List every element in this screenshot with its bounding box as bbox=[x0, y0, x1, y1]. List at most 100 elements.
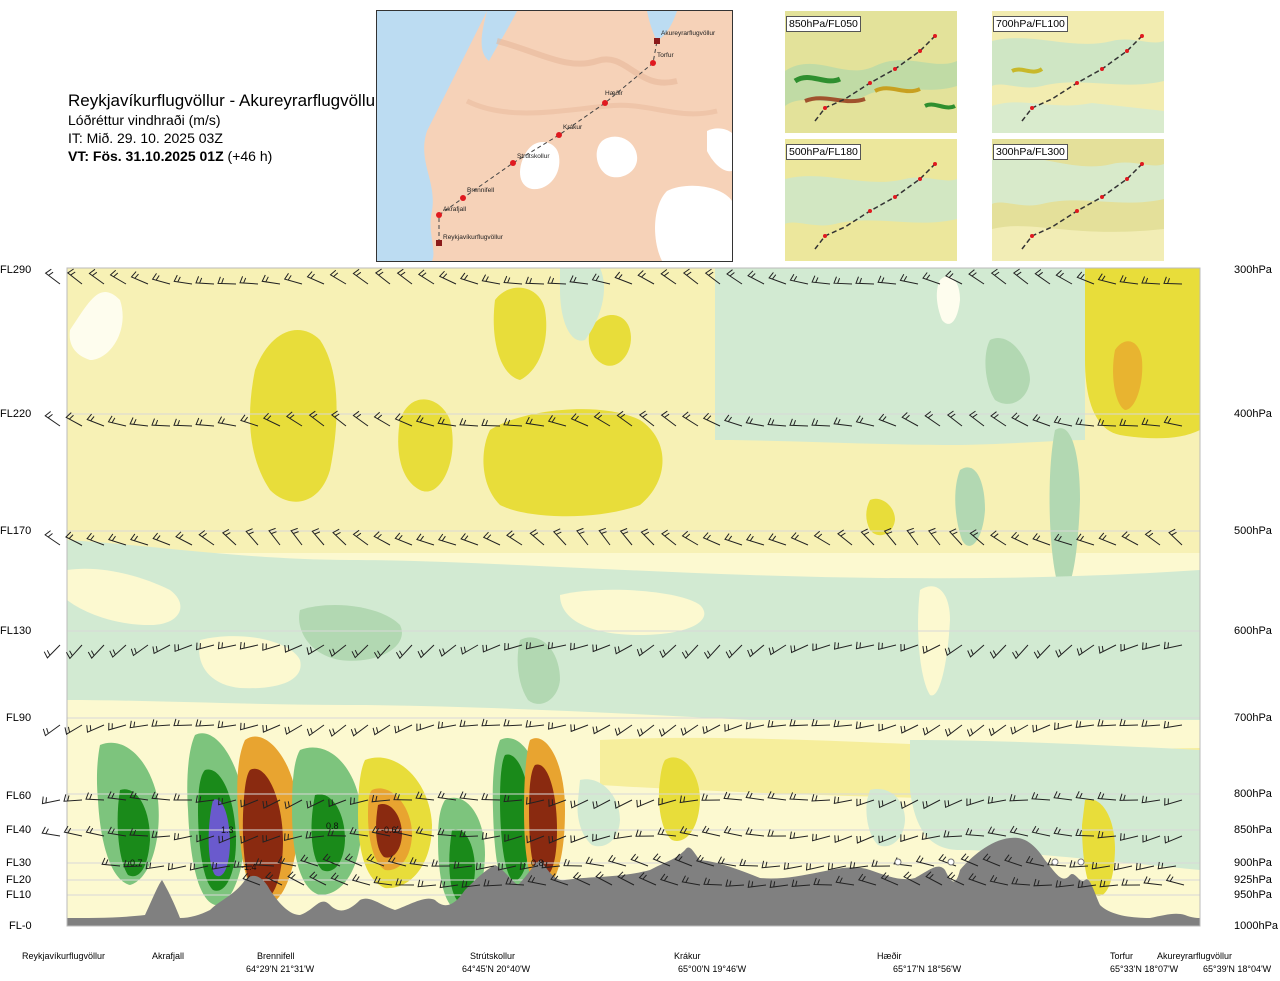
wind-barb bbox=[1157, 861, 1177, 870]
route-point-name: Akrafjall bbox=[152, 951, 185, 961]
wind-barb bbox=[1119, 275, 1139, 285]
wind-barb bbox=[151, 719, 171, 727]
wind-barb bbox=[702, 412, 721, 427]
wind-barb bbox=[1025, 855, 1045, 867]
wind-barb bbox=[1010, 531, 1029, 546]
wind-barb bbox=[239, 641, 259, 650]
wind-barb bbox=[108, 722, 127, 731]
wind-barb bbox=[811, 418, 831, 427]
wind-barb bbox=[906, 527, 919, 546]
wind-barb bbox=[833, 276, 853, 285]
wind-barb bbox=[351, 644, 369, 659]
wind-barb bbox=[503, 718, 523, 727]
wind-barb bbox=[591, 273, 611, 285]
wind-barb bbox=[152, 644, 171, 655]
wind-barb bbox=[703, 877, 723, 886]
wind-barb bbox=[900, 724, 919, 734]
wind-barb bbox=[44, 268, 61, 285]
wind-barb bbox=[547, 415, 567, 427]
wind-barb bbox=[503, 794, 523, 803]
route-point-name: Akureyrarflugvöllur bbox=[1157, 951, 1233, 961]
wind-barb bbox=[129, 720, 149, 729]
wind-barb bbox=[483, 879, 503, 887]
wind-barb bbox=[352, 529, 369, 546]
hpa-label: 600hPa bbox=[1234, 625, 1272, 637]
wind-barb bbox=[944, 644, 963, 657]
wind-barb bbox=[195, 795, 215, 803]
contour-label: 1.3 bbox=[221, 825, 234, 835]
mini-map-label: 500hPa/FL180 bbox=[786, 144, 861, 160]
wind-barb bbox=[459, 418, 479, 427]
wind-barb bbox=[459, 719, 479, 728]
wind-barb bbox=[218, 797, 237, 806]
mini-map-label: 300hPa/FL300 bbox=[993, 144, 1068, 160]
wind-barb bbox=[373, 876, 393, 886]
wind-barb bbox=[899, 274, 919, 285]
wind-barb bbox=[366, 853, 385, 867]
hpa-label: 500hPa bbox=[1234, 525, 1272, 537]
wind-barb bbox=[264, 871, 283, 886]
wind-barb bbox=[547, 641, 567, 650]
wind-barb bbox=[856, 835, 875, 844]
wind-barb bbox=[394, 413, 413, 427]
wind-barb bbox=[835, 875, 855, 886]
contour-label: -0.6 bbox=[381, 825, 397, 835]
wind-barb bbox=[65, 531, 83, 546]
wind-barb bbox=[1135, 862, 1155, 871]
wind-barb bbox=[1011, 877, 1031, 886]
wind-barb bbox=[944, 724, 963, 737]
wind-barb bbox=[173, 274, 193, 285]
wind-barb bbox=[505, 877, 525, 886]
wind-barb bbox=[572, 871, 591, 886]
wind-barb bbox=[1032, 724, 1051, 733]
map-label-akureyri: Akureyrarflugvöllur bbox=[661, 30, 716, 37]
wind-barb bbox=[592, 833, 611, 842]
wind-barb bbox=[481, 718, 501, 727]
wind-barb bbox=[922, 799, 941, 810]
wind-barb bbox=[966, 724, 985, 737]
wind-barb bbox=[900, 799, 919, 810]
wind-barb bbox=[570, 799, 589, 809]
wind-barb bbox=[767, 417, 787, 427]
hpa-label: 950hPa bbox=[1234, 889, 1272, 901]
wind-barb bbox=[221, 528, 237, 546]
wind-barb bbox=[1121, 531, 1139, 546]
wind-barb bbox=[915, 855, 935, 867]
wind-barb bbox=[438, 270, 457, 285]
wind-barb bbox=[563, 858, 583, 867]
wind-barb bbox=[349, 826, 369, 837]
fl-label: FL30 bbox=[6, 857, 32, 869]
hpa-label: 400hPa bbox=[1234, 408, 1272, 420]
wind-barb bbox=[1164, 798, 1183, 806]
wind-barb bbox=[85, 792, 105, 801]
wind-barb bbox=[415, 791, 435, 801]
wind-barb bbox=[569, 275, 589, 285]
wind-barb bbox=[739, 858, 759, 867]
fl-label: FL290 bbox=[0, 264, 32, 276]
contour-label: 0.7 bbox=[130, 858, 143, 868]
wind-barb bbox=[614, 271, 633, 285]
wind-barb bbox=[481, 274, 501, 285]
wind-barb bbox=[805, 863, 825, 871]
wind-barb bbox=[41, 826, 61, 837]
wind-barb bbox=[196, 834, 215, 843]
wind-barb bbox=[437, 790, 457, 801]
wind-barb bbox=[173, 793, 192, 801]
wind-barb bbox=[239, 276, 259, 285]
wind-barb bbox=[328, 799, 347, 808]
wind-barb bbox=[290, 527, 303, 546]
wind-barb bbox=[616, 410, 633, 427]
wind-barb bbox=[1119, 793, 1139, 801]
wind-barb bbox=[86, 724, 105, 733]
wind-barb bbox=[681, 530, 699, 546]
wind-barb bbox=[44, 530, 61, 546]
wind-barb bbox=[812, 833, 831, 842]
wind-barb bbox=[855, 641, 875, 650]
wind-barb bbox=[527, 875, 547, 886]
wind-barb bbox=[723, 414, 743, 427]
contour-label: 0.8 bbox=[531, 858, 544, 868]
wind-barb bbox=[198, 530, 215, 546]
wind-barb bbox=[1031, 792, 1051, 801]
wind-barb bbox=[437, 721, 457, 729]
wind-barb bbox=[151, 273, 171, 285]
